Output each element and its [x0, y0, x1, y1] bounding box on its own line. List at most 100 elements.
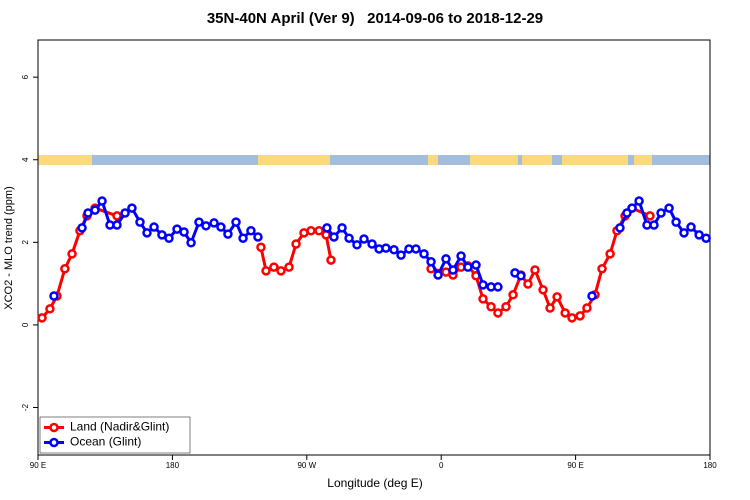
data-point — [634, 196, 644, 206]
data-point — [645, 211, 655, 221]
data-point — [530, 265, 540, 275]
data-point — [127, 203, 137, 213]
data-point — [359, 234, 369, 244]
data-point — [120, 208, 130, 218]
data-point — [314, 226, 324, 236]
data-point — [396, 250, 406, 260]
series-line — [40, 206, 651, 320]
x-tick-label: 90 W — [297, 461, 316, 470]
data-point — [560, 308, 570, 318]
legend: Land (Nadir&Glint)Ocean (Glint) — [39, 416, 191, 454]
x-tick-label: 90 E — [567, 461, 583, 470]
y-tick-label: -2 — [21, 403, 30, 411]
land-band — [38, 155, 92, 165]
data-point — [627, 203, 637, 213]
x-axis-label: Longitude (deg E) — [327, 476, 422, 490]
data-point — [538, 285, 548, 295]
data-point — [329, 232, 339, 242]
data-point — [552, 292, 562, 302]
data-point — [164, 233, 174, 243]
land-ocean-band — [38, 155, 710, 165]
data-point — [45, 304, 55, 314]
data-point — [493, 282, 503, 292]
data-point — [90, 205, 100, 215]
data-point — [112, 220, 122, 230]
plot-frame — [37, 39, 711, 456]
data-point — [216, 222, 226, 232]
legend-marker — [49, 437, 59, 448]
data-point — [486, 302, 496, 312]
chart-title: 35N-40N April (Ver 9) 2014-09-06 to 2018… — [207, 10, 543, 27]
legend-label: Ocean (Glint) — [70, 435, 141, 449]
data-point — [37, 313, 47, 323]
data-point — [97, 196, 107, 206]
data-point — [419, 249, 429, 259]
data-point — [157, 230, 167, 240]
y-tick-label: 6 — [21, 74, 30, 79]
data-point — [344, 233, 354, 243]
land-band — [634, 155, 652, 165]
data-point — [523, 279, 533, 289]
data-point — [426, 256, 436, 267]
x-tick-label: 0 — [439, 461, 444, 470]
data-point — [291, 239, 301, 249]
data-point — [516, 271, 526, 281]
data-point — [656, 208, 666, 218]
land-band — [258, 155, 330, 165]
data-point — [575, 311, 585, 321]
data-point — [284, 262, 294, 272]
data-point — [60, 264, 70, 274]
data-point — [649, 220, 659, 230]
data-point — [701, 233, 711, 243]
data-point — [149, 222, 159, 232]
data-point — [664, 203, 674, 213]
y-tick-label: 4 — [21, 157, 30, 162]
data-point — [135, 217, 145, 227]
data-point — [337, 223, 347, 233]
data-point — [256, 242, 266, 253]
data-point — [471, 260, 481, 270]
data-point — [186, 238, 196, 248]
data-point — [49, 291, 59, 301]
data-point — [545, 303, 555, 313]
data-point — [389, 245, 399, 255]
data-point — [142, 228, 152, 238]
data-point — [238, 233, 248, 243]
data-point — [441, 254, 451, 264]
data-point — [448, 265, 458, 275]
data-point — [253, 232, 263, 242]
data-point — [605, 249, 615, 259]
data-point — [231, 217, 241, 227]
data-point — [582, 303, 592, 313]
data-point — [223, 229, 233, 239]
data-point — [209, 218, 219, 228]
data-point — [493, 308, 503, 318]
data-point — [381, 243, 391, 253]
data-point — [463, 262, 473, 272]
data-point — [567, 313, 577, 323]
land-band — [562, 155, 628, 165]
y-tick-label: 2 — [21, 240, 30, 245]
data-point — [411, 244, 421, 254]
x-tick-label: 180 — [703, 461, 717, 470]
legend-box — [39, 416, 191, 454]
land-band — [428, 155, 438, 165]
data-point — [326, 255, 336, 265]
data-point — [433, 270, 443, 280]
data-point — [478, 294, 488, 304]
data-point — [67, 249, 77, 259]
data-point — [322, 223, 332, 233]
y-tick-label: 0 — [21, 322, 30, 327]
data-point — [112, 211, 122, 221]
data-point — [276, 266, 286, 276]
data-point — [194, 217, 204, 227]
data-point — [679, 228, 689, 238]
legend-label: Land (Nadir&Glint) — [70, 420, 169, 434]
land-band — [470, 155, 518, 165]
ocean-band — [38, 155, 710, 165]
data-point — [615, 223, 625, 233]
data-point — [686, 222, 696, 232]
y-axis-label: XCO2 - MLO trend (ppm) — [3, 186, 15, 309]
land-band — [522, 155, 552, 165]
